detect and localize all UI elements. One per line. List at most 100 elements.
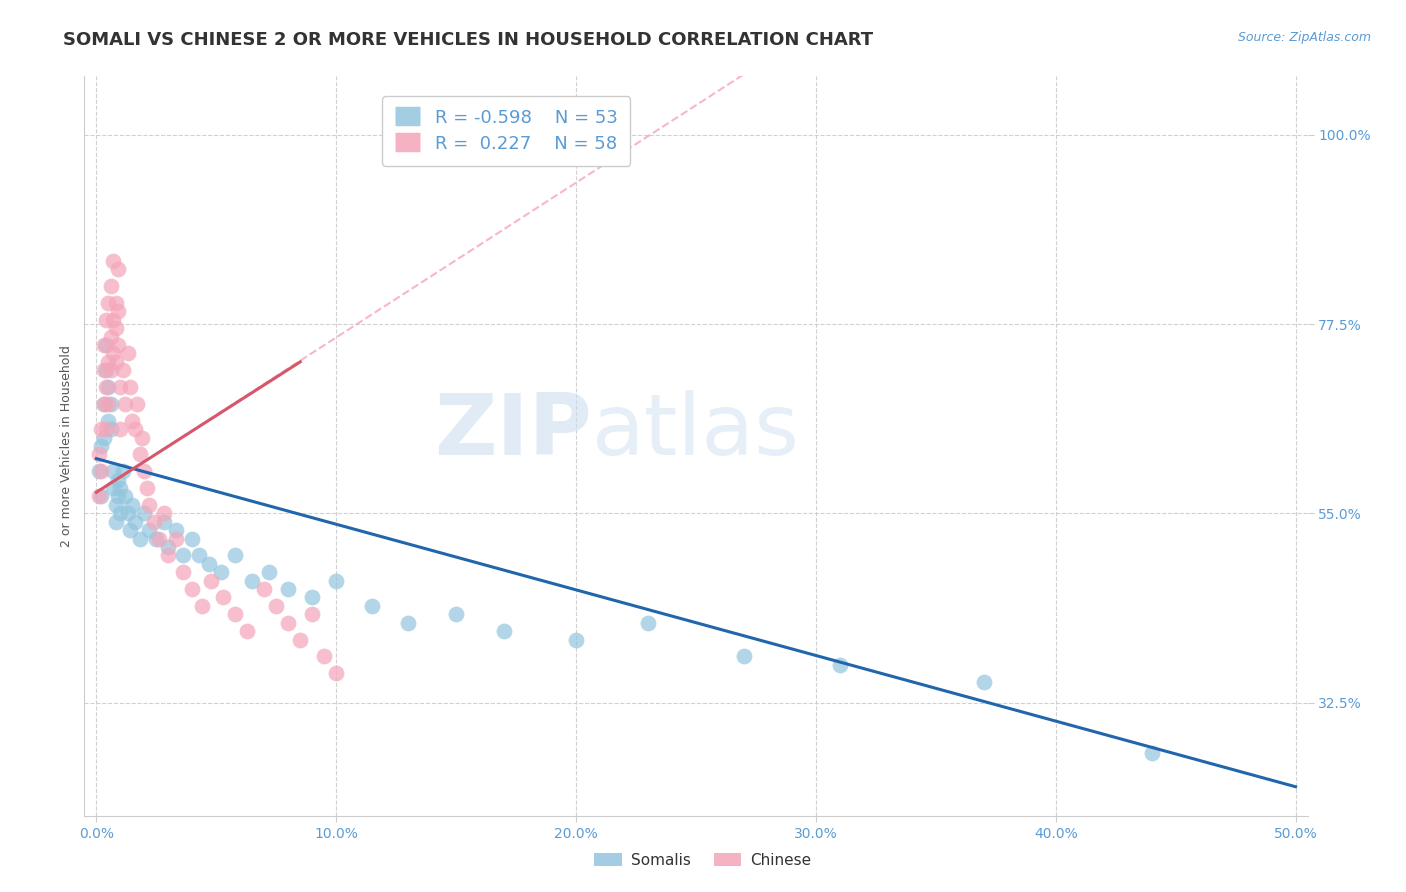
Point [97,380,120,394]
Point [104,296,127,310]
Point [117,346,139,360]
Point [94,338,117,352]
Point [90,422,112,436]
Point [100,397,122,411]
Point [87,464,110,478]
Text: atlas: atlas [592,390,800,473]
Point [114,490,136,504]
Point [94,422,117,436]
Point [828,657,851,672]
Point [165,523,187,537]
Point [93,338,115,352]
Point [90,464,112,478]
Point [142,515,165,529]
Point [494,624,516,639]
Point [104,321,127,335]
Point [94,380,117,394]
Point [107,304,129,318]
Point [1140,746,1163,760]
Point [152,506,174,520]
Point [107,490,129,504]
Point [104,498,127,512]
Text: SOMALI VS CHINESE 2 OR MORE VEHICLES IN HOUSEHOLD CORRELATION CHART: SOMALI VS CHINESE 2 OR MORE VEHICLES IN … [63,31,873,49]
Point [444,607,467,622]
Point [110,380,132,394]
Point [107,262,129,277]
Point [361,599,384,613]
Point [277,615,299,630]
Point [124,422,146,436]
Point [100,422,122,436]
Point [93,363,115,377]
Point [97,296,120,310]
Point [118,523,141,537]
Point [973,674,995,689]
Point [198,557,221,571]
Point [114,397,136,411]
Point [101,464,124,478]
Point [172,549,194,563]
Point [181,532,204,546]
Point [301,607,323,622]
Point [200,574,222,588]
Point [209,565,232,579]
Point [121,498,143,512]
Point [396,615,419,630]
Point [157,549,180,563]
Point [264,599,287,613]
Point [165,532,187,546]
Point [152,515,174,529]
Point [117,506,139,520]
Point [111,464,134,478]
Point [257,565,280,579]
Point [97,397,120,411]
Point [107,338,129,352]
Point [100,329,122,343]
Point [101,346,124,360]
Point [565,632,588,647]
Text: Source: ZipAtlas.com: Source: ZipAtlas.com [1237,31,1371,45]
Text: ZIP: ZIP [434,390,592,473]
Point [94,363,117,377]
Point [637,615,659,630]
Point [157,540,180,554]
Point [110,422,132,436]
Point [145,532,167,546]
Point [93,397,115,411]
Point [138,498,160,512]
Point [93,431,115,445]
Point [104,355,127,369]
Point [100,363,122,377]
Point [733,649,755,664]
Point [101,481,124,495]
Point [188,549,211,563]
Point [90,490,112,504]
Point [121,414,143,428]
Point [124,515,146,529]
Point [111,363,134,377]
Point [224,549,246,563]
Point [224,607,246,622]
Point [277,582,299,596]
Point [253,582,276,596]
Point [127,397,149,411]
Point [107,473,129,487]
Point [104,515,127,529]
Point [110,506,132,520]
Point [118,380,141,394]
Point [181,582,204,596]
Point [110,481,132,495]
Point [138,523,160,537]
Point [148,532,170,546]
Point [128,447,150,461]
Point [325,574,347,588]
Point [100,279,122,293]
Point [212,591,235,605]
Legend: R = -0.598    N = 53, R =  0.227    N = 58: R = -0.598 N = 53, R = 0.227 N = 58 [382,96,630,166]
Point [290,632,312,647]
Point [172,565,194,579]
Point [94,313,117,327]
Y-axis label: 2 or more Vehicles in Household: 2 or more Vehicles in Household [60,345,73,547]
Point [236,624,259,639]
Point [134,506,156,520]
